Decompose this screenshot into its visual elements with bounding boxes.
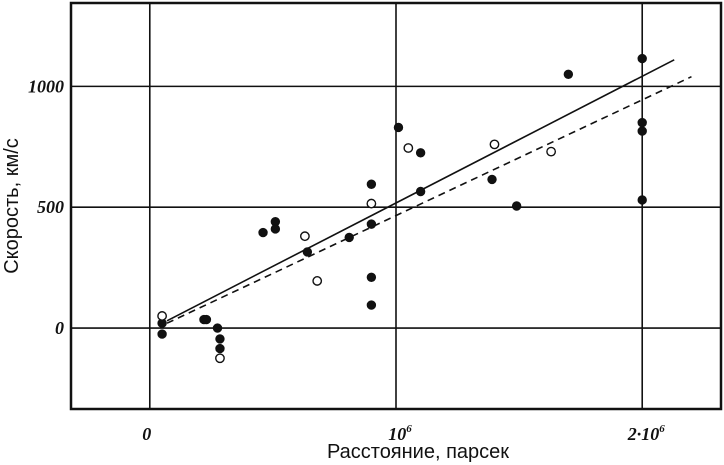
open-data-point xyxy=(157,311,167,321)
x-tick-labels: 0 106 2·106 xyxy=(142,423,665,444)
filled-data-point xyxy=(302,247,313,257)
filled-data-point xyxy=(201,314,212,325)
x-axis-label: Расстояние, парсек xyxy=(327,441,509,463)
data-points xyxy=(157,53,647,364)
filled-data-point xyxy=(366,300,377,310)
filled-data-point xyxy=(366,219,377,229)
x-tick-label: 106 xyxy=(388,423,412,444)
dashed-fit-line xyxy=(166,75,692,324)
filled-data-point xyxy=(487,174,497,185)
y-axis-label: Скорость, км/с xyxy=(1,138,23,274)
y-tick-labels: 0 500 1000 xyxy=(28,76,64,338)
filled-data-point xyxy=(415,148,426,158)
filled-data-point xyxy=(511,201,522,211)
filled-data-point xyxy=(212,323,223,333)
filled-data-point xyxy=(637,195,647,205)
open-data-point xyxy=(546,146,557,157)
x-tick-label: 0 xyxy=(142,424,151,444)
open-data-point xyxy=(489,139,500,150)
open-data-point xyxy=(215,353,225,364)
filled-data-point xyxy=(215,334,225,344)
x-tick-label: 2·106 xyxy=(627,423,666,444)
filled-data-point xyxy=(215,343,225,354)
filled-data-point xyxy=(366,272,377,282)
filled-data-point xyxy=(637,117,647,128)
grid-lines xyxy=(71,3,721,409)
open-data-point xyxy=(312,276,323,286)
open-data-point xyxy=(403,143,414,153)
filled-data-point xyxy=(258,227,268,238)
open-data-point xyxy=(300,231,310,242)
filled-data-point xyxy=(157,329,167,339)
open-data-point xyxy=(366,198,377,209)
filled-data-point xyxy=(393,122,404,133)
filled-data-point xyxy=(637,53,647,64)
filled-data-point xyxy=(563,69,574,79)
filled-data-point xyxy=(366,179,377,189)
filled-data-point xyxy=(637,126,647,136)
filled-data-point xyxy=(270,224,281,234)
filled-data-point xyxy=(344,232,354,243)
filled-data-point xyxy=(415,186,426,197)
y-tick-label: 1000 xyxy=(28,76,64,96)
fit-lines xyxy=(166,59,692,324)
y-tick-label: 500 xyxy=(37,197,64,217)
y-tick-label: 0 xyxy=(55,318,64,338)
